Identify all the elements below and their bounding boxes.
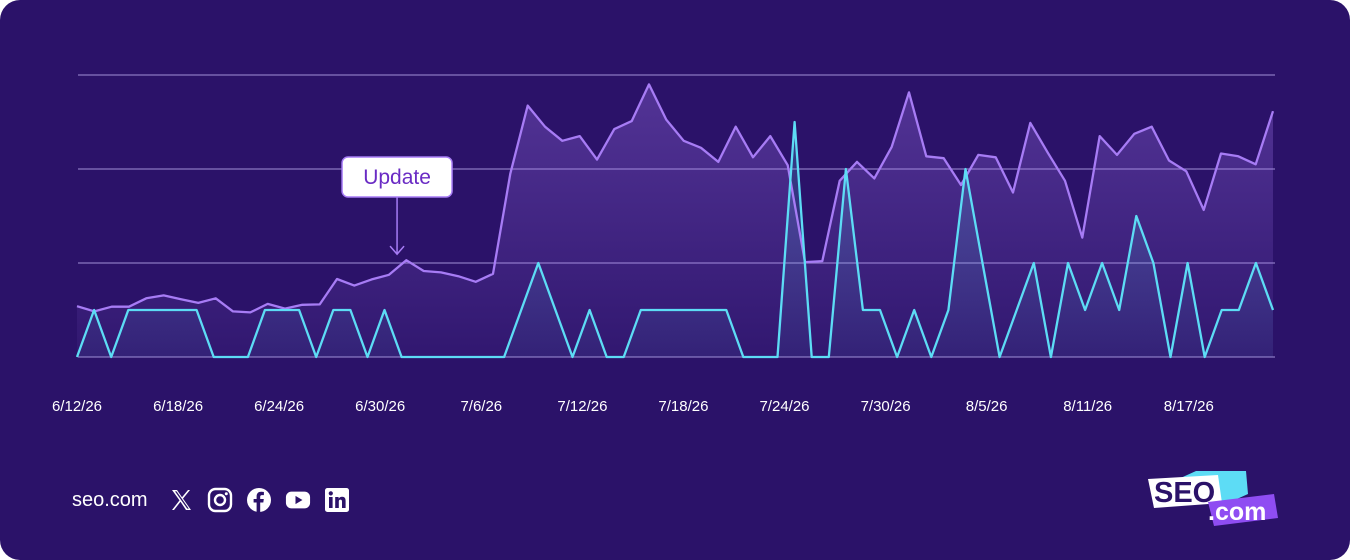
x-tick-label: 6/12/26 — [52, 398, 102, 415]
seo-com-logo: SEO .com — [1148, 471, 1278, 526]
instagram-icon[interactable] — [207, 487, 233, 513]
x-tick-label: 6/30/26 — [355, 398, 405, 415]
site-name[interactable]: seo.com — [72, 488, 148, 511]
x-tick-label: 6/18/26 — [153, 398, 203, 415]
x-tick-label: 7/12/26 — [557, 398, 607, 415]
x-tick-label: 8/11/26 — [1063, 398, 1112, 415]
logo-seo-text: SEO — [1154, 477, 1215, 509]
x-tick-label: 7/24/26 — [759, 398, 809, 415]
x-tick-label: 7/18/26 — [658, 398, 708, 415]
facebook-icon[interactable] — [246, 487, 272, 513]
x-tick-label: 6/24/26 — [254, 398, 304, 415]
linkedin-icon[interactable] — [324, 487, 350, 513]
annotation-arrow-head — [389, 245, 405, 256]
x-tick-label: 7/30/26 — [861, 398, 911, 415]
x-tick-label: 7/6/26 — [460, 398, 502, 415]
footer: seo.com — [72, 484, 350, 516]
youtube-icon[interactable] — [285, 487, 311, 513]
x-tick-label: 8/5/26 — [966, 398, 1008, 415]
x-icon[interactable] — [168, 487, 194, 513]
logo-com-text: .com — [1208, 498, 1266, 526]
x-tick-label: 8/17/26 — [1164, 398, 1214, 415]
series-0-line — [76, 83, 1275, 314]
series-1-line — [75, 120, 1275, 359]
series-1-area — [77, 122, 1273, 357]
annotation-label: Update — [363, 166, 431, 189]
social-links — [168, 487, 350, 513]
